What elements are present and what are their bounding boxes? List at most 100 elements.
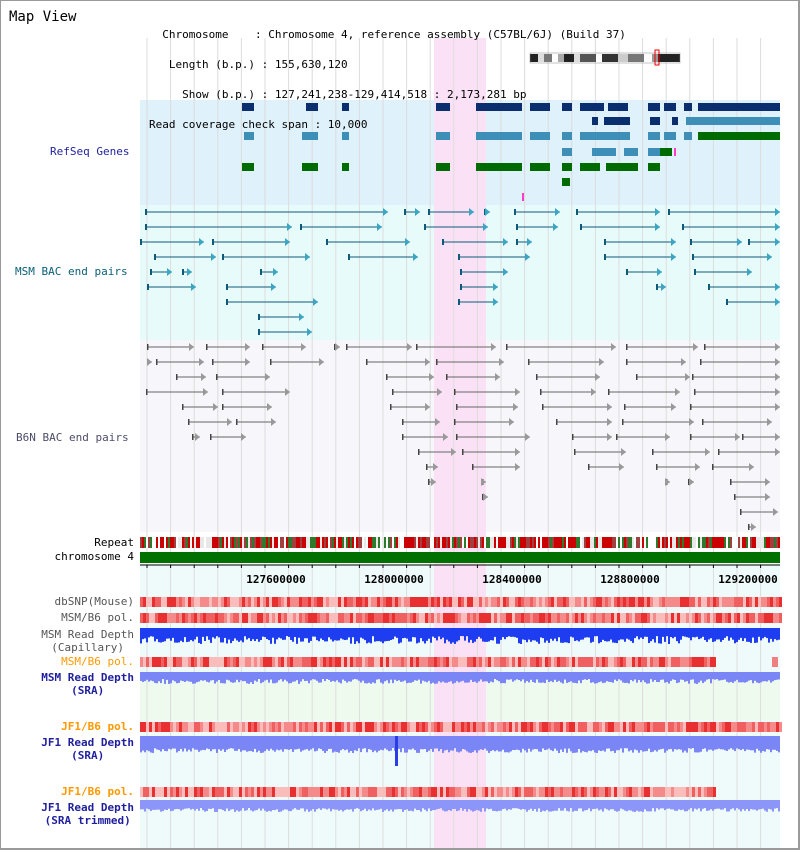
jf1-sra-depth-bar [430,736,432,749]
jf1-trim-depth-bar [558,800,560,809]
msm-sra-depth-bar [286,672,288,682]
jf1-trim-depth-bar [200,800,202,809]
msm-sra-depth-bar [270,672,272,680]
repeat-block [190,537,192,548]
msm-pol-2-cell [497,657,500,667]
jf1-pol-2-cell [374,787,377,797]
jf1-pol-cell [779,722,782,732]
msm-pol-cell [221,613,224,623]
jf1-pol-2-cell [239,787,242,797]
jf1-trim-depth-bar [284,800,286,810]
msm-sra-depth-bar [294,672,296,682]
msm-pol-2-cell [272,657,275,667]
msm-cap-depth-bar [516,628,518,638]
msm-pol-cell [551,613,554,623]
msm-sra-depth-bar [742,672,744,683]
jf1-trim-depth-bar [692,800,694,812]
msm-cap-depth-bar [646,628,648,637]
dbsnp-cell [353,597,356,607]
repeat-block [688,537,690,548]
track-label-repeat[interactable]: Repeat [94,536,134,549]
msm-pol-cell [140,613,143,623]
jf1-pol-cell [551,722,554,732]
track-label-jf1-pol-2[interactable]: JF1/B6 pol. [61,785,134,798]
dbsnp-cell [668,597,671,607]
track-label-msm-pol-1[interactable]: MSM/B6 pol. [61,611,134,624]
jf1-pol-2-cell [296,787,299,797]
jf1-sra-depth-bar [524,736,526,751]
msm-cap-depth-bar [652,628,654,640]
jf1-trim-depth-bar [722,800,724,810]
dbsnp-cell [245,597,248,607]
track-label-jf1-depth-trimmed[interactable]: JF1 Read Depth (SRA trimmed) [41,801,134,827]
dbsnp-cell [770,597,773,607]
msm-sra-depth-bar [656,672,658,683]
msm-cap-depth-bar [326,628,328,642]
jf1-sra-depth-bar [370,736,372,750]
repeat-block [728,537,730,548]
jf1-trim-depth-bar [346,800,348,810]
jf1-pol-cell [272,722,275,732]
msm-sra-depth-bar [252,672,254,684]
msm-bac-end-arrow [775,223,780,231]
jf1-pol-cell [776,722,779,732]
refseq-gene [562,178,570,186]
track-label-msm-depth-capillary[interactable]: MSM Read Depth (Capillary) [41,628,134,654]
jf1-sra-depth-bar [518,736,520,751]
msm-pol-cell [662,613,665,623]
jf1-trim-depth-bar [602,800,604,812]
dbsnp-cell [404,597,407,607]
refseq-gene [530,103,550,111]
track-label-msm-pol-2[interactable]: MSM/B6 pol. [61,655,134,668]
msm-pol-2-cell [704,657,707,667]
msm-pol-cell [545,613,548,623]
jf1-pol-2-cell [590,787,593,797]
repeat-block [224,537,226,548]
msm-pol-cell [419,613,422,623]
msm-sra-depth-bar [284,672,286,680]
track-label-dbsnp[interactable]: dbSNP(Mouse) [54,595,134,608]
b6n-bac-end [588,464,590,470]
jf1-sra-depth-bar [210,736,212,752]
msm-sra-depth-bar [244,672,246,682]
track-label-refseq[interactable]: RefSeq Genes [50,145,130,158]
track-label-chromosome[interactable]: chromosome 4 [54,550,134,563]
repeat-block [472,537,474,548]
b6n-bac-end [390,404,392,410]
jf1-pol-2-cell [539,787,542,797]
msm-sra-depth-bar [544,672,546,684]
track-label-msm-depth-sra[interactable]: MSM Read Depth (SRA) [41,671,134,697]
repeat-block [696,537,698,548]
msm-pol-2-cell [329,657,332,667]
repeat-block [666,537,668,548]
jf1-pol-2-cell [593,787,596,797]
msm-pol-2-cell [683,657,686,667]
track-label-jf1-pol-1[interactable]: JF1/B6 pol. [61,720,134,733]
msm-pol-cell [446,613,449,623]
track-label-msm-bac[interactable]: MSM BAC end pairs [15,265,128,278]
jf1-trim-depth-bar [338,800,340,811]
track-label-b6n-bac[interactable]: B6N BAC end pairs [16,431,129,444]
jf1-sra-depth-bar [768,736,770,750]
msm-pol-2-cell [473,657,476,667]
track-label-jf1-depth-sra[interactable]: JF1 Read Depth (SRA) [41,736,134,762]
repeat-block [424,537,426,548]
msm-cap-depth-bar [406,628,408,639]
repeat-block [454,537,456,548]
repeat-block [584,537,586,548]
msm-pol-cell [266,613,269,623]
repeat-block [222,537,224,548]
msm-bac-end [258,314,260,320]
msm-sra-depth-bar [180,672,182,681]
repeat-block [774,537,776,548]
msm-sra-depth-bar [432,672,434,683]
repeat-block [272,537,274,548]
msm-cap-depth-bar [202,628,204,637]
msm-cap-depth-bar [192,628,194,642]
repeat-block [510,537,512,548]
jf1-pol-cell [614,722,617,732]
dbsnp-cell [530,597,533,607]
repeat-block [250,537,252,548]
jf1-pol-cell [722,722,725,732]
